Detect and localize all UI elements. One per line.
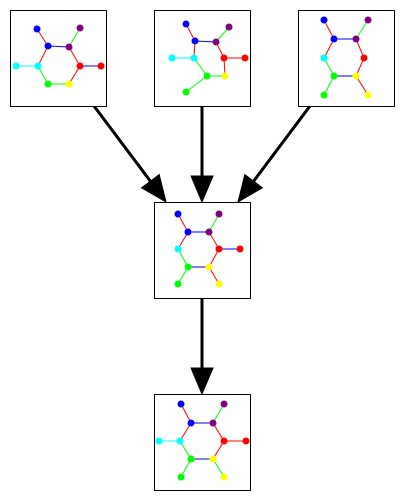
atom-f (174, 245, 182, 253)
edge-mol-merged-to-mol-result (190, 298, 214, 396)
atom-k (174, 280, 182, 288)
atom-k (182, 88, 190, 96)
atom-j (205, 263, 213, 271)
atom-a (177, 400, 185, 408)
atom-j (352, 72, 360, 80)
bond-b-d (68, 27, 81, 48)
atom-l (364, 91, 372, 99)
molecule-box (10, 10, 107, 107)
edge-mol-2-to-mol-merged (190, 106, 214, 204)
atom-c (330, 35, 338, 43)
atom-f (320, 54, 328, 62)
atom-d (209, 419, 217, 427)
atom-j (65, 80, 73, 88)
atom-b (225, 23, 233, 31)
atom-c (191, 37, 199, 45)
bond-c-f (37, 45, 49, 67)
atom-a (174, 210, 182, 218)
atom-e (155, 437, 163, 445)
bond-d-g (212, 422, 225, 442)
atom-i (330, 72, 338, 80)
bond-d-g (68, 46, 81, 67)
atom-h (242, 437, 250, 445)
bond-c-f (179, 422, 192, 442)
edges-layer (92, 105, 312, 396)
atom-f (34, 62, 42, 70)
atom-g (360, 54, 368, 62)
atom-g (215, 245, 223, 253)
molecule-node-mol-result (154, 394, 251, 491)
arrowhead-icon (190, 367, 214, 396)
bond-g-j (68, 65, 81, 85)
atom-d (65, 43, 73, 51)
atom-g (76, 62, 84, 70)
molecule-node-mol-2 (154, 10, 251, 107)
atom-c (187, 419, 195, 427)
edge-mol-1-to-mol-merged (92, 105, 167, 204)
arrowhead-icon (190, 175, 214, 204)
arrow-shaft (252, 105, 312, 183)
bond-j-l (355, 75, 369, 96)
arrowhead-icon (140, 173, 167, 204)
atom-i (203, 72, 211, 80)
molecule-box (154, 202, 251, 299)
atom-i (184, 263, 192, 271)
atom-l (215, 280, 223, 288)
atom-j (221, 72, 229, 80)
atom-d (205, 228, 213, 236)
bond-c-d (194, 40, 217, 43)
atom-h (236, 245, 244, 253)
molecule-node-mol-1 (10, 10, 107, 107)
atom-i (44, 80, 52, 88)
bond-a-c (323, 19, 335, 40)
edge-mol-3-to-mol-merged (237, 105, 312, 204)
atom-j (209, 455, 217, 463)
bond-c-e (323, 38, 335, 59)
atom-g (220, 437, 228, 445)
atom-d (352, 35, 360, 43)
atom-i (187, 455, 195, 463)
nodes-layer (10, 10, 395, 491)
atom-b (76, 24, 84, 32)
atom-b (364, 16, 372, 24)
atom-e (12, 62, 20, 70)
atom-h (241, 54, 249, 62)
atom-c (44, 42, 52, 50)
molecule-node-mol-merged (154, 202, 251, 299)
atom-b (220, 400, 228, 408)
bond-f-i (179, 440, 192, 460)
atom-k (320, 91, 328, 99)
atom-a (33, 25, 41, 33)
atom-l (220, 473, 228, 481)
bond-c-d (47, 45, 70, 48)
atom-e (168, 54, 176, 62)
atom-h (97, 62, 105, 70)
atom-d (212, 38, 220, 46)
bond-i-k (323, 75, 335, 96)
atom-g (220, 54, 228, 62)
atom-c (184, 228, 192, 236)
bond-f-i (193, 57, 208, 77)
molecule-box (298, 10, 395, 107)
bond-b-d (212, 403, 225, 424)
atom-f (190, 54, 198, 62)
atom-a (182, 20, 190, 28)
arrowhead-icon (237, 173, 264, 204)
atom-b (215, 210, 223, 218)
bond-i-k (185, 75, 208, 93)
bond-g-j (212, 440, 225, 460)
atom-a (320, 16, 328, 24)
bond-b-d (355, 19, 369, 40)
atom-f (176, 437, 184, 445)
atom-k (177, 473, 185, 481)
arrow-shaft (92, 105, 152, 183)
molecule-box (154, 394, 251, 491)
bond-j-l (212, 458, 225, 478)
molecule-node-mol-3 (298, 10, 395, 107)
bond-a-c (180, 403, 192, 424)
